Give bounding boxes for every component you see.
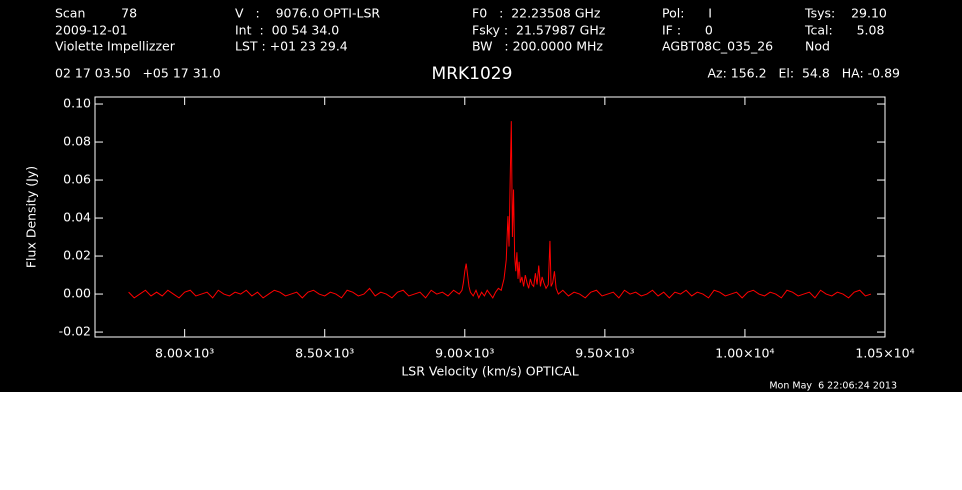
plot-frame	[94, 96, 886, 338]
timestamp: Mon May 6 22:06:24 2013	[769, 381, 897, 392]
plot-background	[0, 0, 962, 392]
header-text: V : 9076.0 OPTI-LSR	[235, 6, 380, 21]
header-text: Nod	[805, 39, 830, 54]
y-tick-label: 0.02	[63, 248, 91, 263]
header-text: Violette Impellizzer	[55, 39, 176, 54]
x-tick-label: 8.50×10³	[295, 346, 354, 361]
header-text: Int : 00 54 34.0	[235, 23, 339, 38]
spectrum-line	[128, 121, 872, 300]
y-tick-label: 0.10	[63, 96, 91, 111]
y-axis-label: Flux Density (Jy)	[24, 166, 39, 268]
header-text: Tcal: 5.08	[804, 23, 884, 38]
x-tick-label: 9.50×10³	[575, 346, 634, 361]
coordinates: 02 17 03.50 +05 17 31.0	[55, 66, 221, 81]
header-text: F0 : 22.23508 GHz	[472, 6, 601, 21]
header-text: Fsky : 21.57987 GHz	[472, 23, 606, 38]
y-tick-label: 0.06	[63, 172, 91, 187]
y-tick-label: 0.08	[63, 134, 91, 149]
header-text: Tsys: 29.10	[804, 6, 887, 21]
header-text: Pol: I	[662, 6, 712, 21]
header-text: BW : 200.0000 MHz	[472, 39, 603, 54]
y-tick-label: 0.04	[63, 210, 91, 225]
x-axis-label: LSR Velocity (km/s) OPTICAL	[401, 364, 578, 379]
header-text: AGBT08C_035_26	[662, 39, 773, 54]
x-tick-label: 1.00×10⁴	[715, 346, 774, 361]
header-text: LST : +01 23 29.4	[235, 39, 348, 54]
header-text: Scan 78	[55, 6, 137, 21]
header-text: 2009-12-01	[55, 23, 128, 38]
x-tick-label: 1.05×10⁴	[855, 346, 914, 361]
y-tick-label: 0.00	[63, 286, 91, 301]
y-tick-label: -0.02	[59, 324, 91, 339]
x-tick-label: 8.00×10³	[155, 346, 214, 361]
header-text: IF : 0	[662, 23, 713, 38]
chart-title: MRK1029	[432, 64, 513, 84]
x-tick-label: 9.00×10³	[435, 346, 494, 361]
pointing: Az: 156.2 El: 54.8 HA: -0.89	[707, 66, 900, 81]
